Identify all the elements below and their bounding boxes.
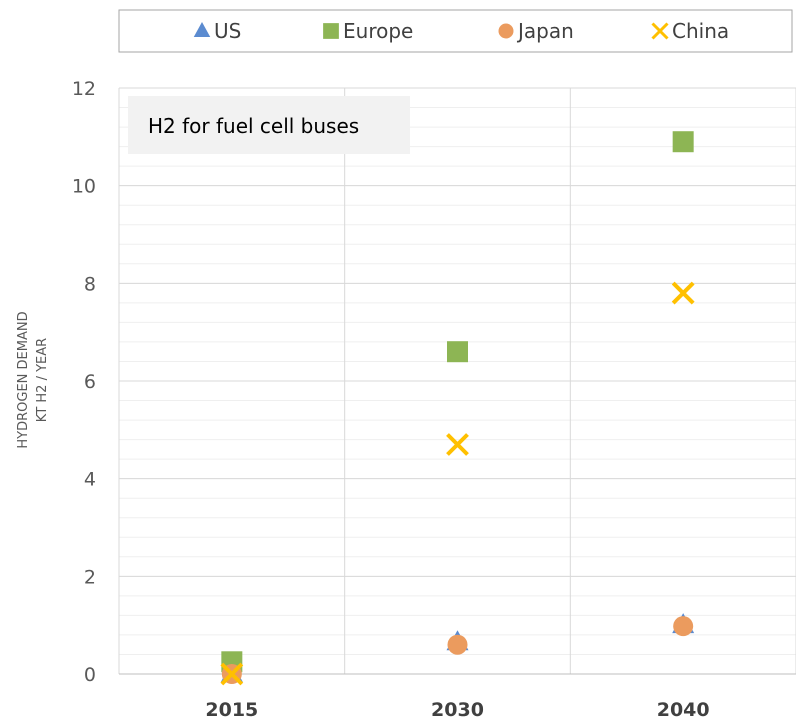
y-tick-label: 10 [72, 176, 96, 198]
y-axis-label: HYDROGEN DEMAND KT H2 / YEAR [16, 311, 50, 448]
legend-marker-china [651, 22, 669, 40]
legend: US Europe Japan China [118, 9, 793, 53]
legend-marker-europe [323, 23, 339, 39]
point-china-2030 [446, 433, 469, 456]
y-axis-label-line-2: KT H2 / YEAR [35, 338, 50, 422]
y-tick-label: 0 [84, 664, 96, 686]
y-axis-label-line-1: HYDROGEN DEMAND [16, 311, 31, 448]
x-tick-label: 2040 [657, 699, 710, 721]
legend-marker-us [193, 22, 211, 37]
point-japan-2030 [447, 634, 468, 655]
y-tick-label: 6 [84, 371, 96, 393]
annotation-text: H2 for fuel cell buses [148, 114, 359, 138]
y-tick-label: 12 [72, 78, 96, 100]
legend-marker-japan [498, 23, 514, 39]
legend-box [118, 9, 793, 53]
point-china-2040 [671, 281, 695, 305]
annotation: H2 for fuel cell buses [128, 96, 410, 154]
point-europe-2040 [672, 131, 694, 153]
y-tick-label: 8 [84, 273, 96, 295]
y-tick-label: 4 [84, 469, 96, 491]
legend-label-china: China [672, 19, 729, 43]
x-tick-label: 2015 [205, 699, 258, 721]
annotation-box [128, 96, 410, 154]
point-china-2015 [220, 662, 244, 686]
data-points [220, 131, 695, 686]
point-japan-2040 [673, 616, 694, 637]
legend-label-europe: Europe [343, 19, 413, 43]
x-tick-label: 2030 [431, 699, 484, 721]
y-tick-label: 2 [84, 566, 96, 588]
point-europe-2030 [447, 341, 468, 363]
legend-label-japan: Japan [516, 19, 574, 43]
legend-label-us: US [214, 19, 241, 43]
